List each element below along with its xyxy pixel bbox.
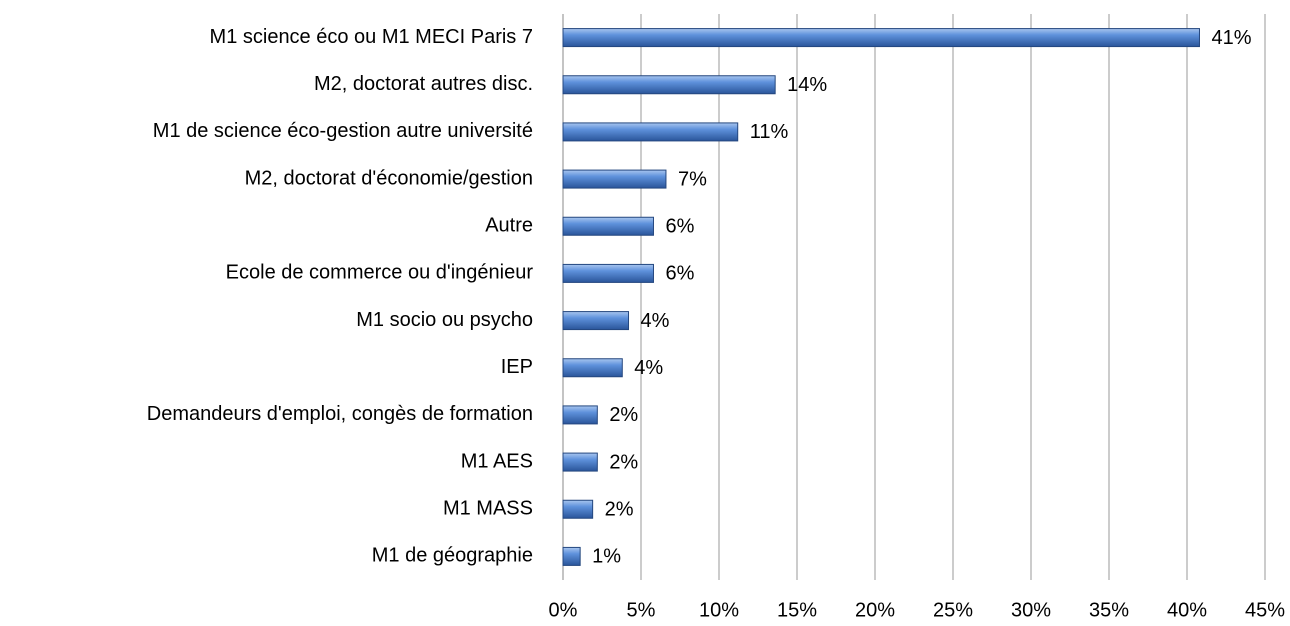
x-tick-label: 20% bbox=[855, 599, 895, 621]
x-tick-label: 35% bbox=[1089, 599, 1129, 621]
x-tick-label: 40% bbox=[1167, 599, 1207, 621]
bar bbox=[562, 405, 598, 425]
data-label: 14% bbox=[787, 74, 827, 96]
x-tick-label: 30% bbox=[1011, 599, 1051, 621]
bar bbox=[562, 122, 739, 142]
y-tick-label: M1 AES bbox=[461, 450, 533, 472]
y-tick-label: M1 science éco ou M1 MECI Paris 7 bbox=[210, 26, 533, 48]
data-label: 1% bbox=[592, 546, 621, 568]
bar bbox=[562, 263, 654, 283]
y-tick-label: M1 de science éco-gestion autre universi… bbox=[153, 120, 533, 142]
y-tick-label: M1 de géographie bbox=[372, 545, 533, 567]
y-tick-label: M1 MASS bbox=[443, 498, 533, 520]
y-tick-label: IEP bbox=[501, 356, 533, 378]
x-tick-label: 10% bbox=[699, 599, 739, 621]
data-label: 11% bbox=[750, 121, 789, 143]
x-tick-label: 5% bbox=[627, 599, 656, 621]
data-label: 2% bbox=[605, 499, 634, 521]
bar bbox=[562, 169, 667, 189]
bar bbox=[562, 499, 594, 519]
data-label: 4% bbox=[634, 357, 663, 379]
bar bbox=[562, 546, 581, 566]
bar bbox=[562, 75, 776, 95]
y-tick-label: M2, doctorat d'économie/gestion bbox=[245, 167, 533, 189]
bar bbox=[562, 358, 623, 378]
bar bbox=[562, 311, 630, 331]
data-label: 2% bbox=[609, 451, 638, 473]
x-tick-label: 25% bbox=[933, 599, 973, 621]
bar bbox=[562, 216, 654, 236]
data-label: 6% bbox=[665, 263, 694, 285]
y-tick-label: Ecole de commerce ou d'ingénieur bbox=[226, 262, 534, 284]
data-label: 4% bbox=[641, 310, 670, 332]
y-tick-label: Demandeurs d'emploi, congès de formation bbox=[147, 403, 533, 425]
data-label: 2% bbox=[609, 404, 638, 426]
data-label: 6% bbox=[665, 216, 694, 238]
x-tick-label: 15% bbox=[777, 599, 817, 621]
bar bbox=[562, 28, 1200, 48]
bar bbox=[562, 452, 598, 472]
y-tick-label: M1 socio ou psycho bbox=[356, 309, 533, 331]
x-tick-label: 0% bbox=[549, 599, 578, 621]
y-tick-label: M2, doctorat autres disc. bbox=[314, 73, 533, 95]
data-label: 7% bbox=[678, 168, 707, 190]
data-label: 41% bbox=[1211, 27, 1251, 49]
y-tick-label: Autre bbox=[485, 215, 533, 237]
x-tick-label: 45% bbox=[1245, 599, 1285, 621]
